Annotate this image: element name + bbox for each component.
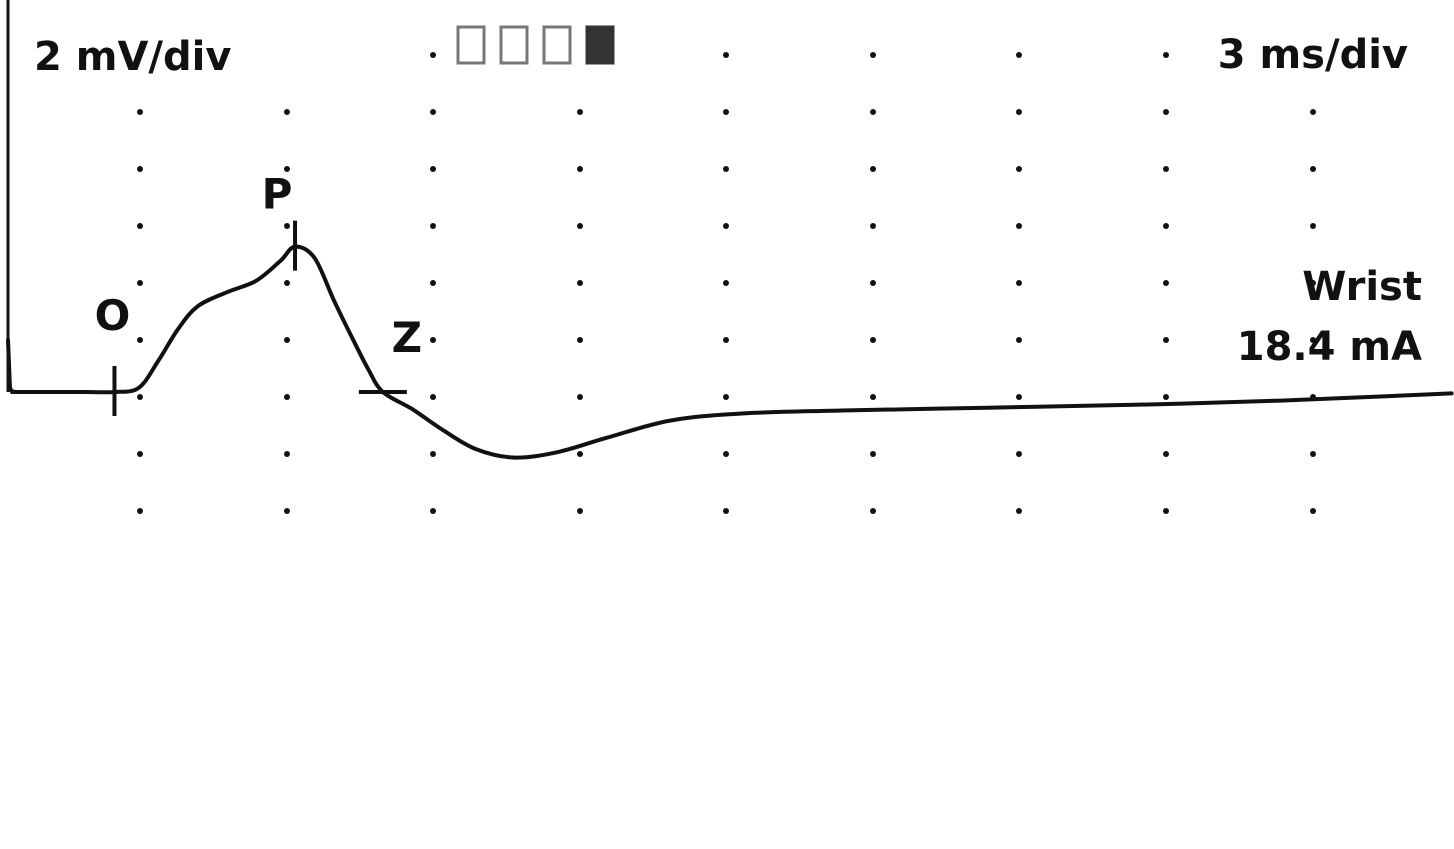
tab-box bbox=[544, 27, 570, 63]
grid-dot bbox=[137, 337, 143, 343]
marker-o-label: O bbox=[95, 291, 131, 340]
grid-dot bbox=[1016, 394, 1022, 400]
grid-dot bbox=[137, 166, 143, 172]
grid-dot bbox=[1016, 52, 1022, 58]
grid-dot bbox=[577, 109, 583, 115]
grid-dot bbox=[723, 166, 729, 172]
grid-dot bbox=[870, 52, 876, 58]
marker-z-label: Z bbox=[392, 313, 422, 362]
tab-box bbox=[458, 27, 484, 63]
grid-dot bbox=[430, 280, 436, 286]
waveform-trace bbox=[8, 247, 1452, 458]
sweep-label: 3 ms/div bbox=[1218, 32, 1408, 78]
grid-dot bbox=[1163, 280, 1169, 286]
grid-dot bbox=[430, 451, 436, 457]
grid-dot bbox=[284, 394, 290, 400]
grid-dot bbox=[430, 223, 436, 229]
grid-dot bbox=[870, 166, 876, 172]
grid-dot bbox=[1163, 451, 1169, 457]
grid-dots bbox=[137, 52, 1316, 514]
grid-dot bbox=[577, 166, 583, 172]
grid-dot bbox=[137, 394, 143, 400]
grid-dot bbox=[723, 451, 729, 457]
grid-dot bbox=[870, 394, 876, 400]
grid-dot bbox=[137, 280, 143, 286]
grid-dot bbox=[870, 223, 876, 229]
grid-dot bbox=[284, 109, 290, 115]
grid-dot bbox=[577, 394, 583, 400]
grid-dot bbox=[137, 223, 143, 229]
marker-p-label: P bbox=[262, 170, 293, 219]
grid-dot bbox=[137, 109, 143, 115]
grid-dot bbox=[870, 280, 876, 286]
grid-dot bbox=[723, 394, 729, 400]
grid-dot bbox=[723, 508, 729, 514]
grid-dot bbox=[870, 337, 876, 343]
grid-dot bbox=[284, 280, 290, 286]
grid-dot bbox=[577, 223, 583, 229]
grid-dot bbox=[430, 337, 436, 343]
grid-dot bbox=[1163, 52, 1169, 58]
grid-dot bbox=[577, 337, 583, 343]
grid-dot bbox=[430, 508, 436, 514]
grid-dot bbox=[430, 166, 436, 172]
grid-dot bbox=[1163, 166, 1169, 172]
sensitivity-label: 2 mV/div bbox=[34, 34, 231, 80]
grid-dot bbox=[1163, 223, 1169, 229]
grid-dot bbox=[1016, 451, 1022, 457]
grid-dot bbox=[1163, 508, 1169, 514]
grid-dot bbox=[1310, 508, 1316, 514]
grid-dot bbox=[870, 451, 876, 457]
tab-box bbox=[501, 27, 527, 63]
grid-dot bbox=[430, 394, 436, 400]
tab-indicator bbox=[458, 27, 613, 63]
grid-dot bbox=[723, 223, 729, 229]
grid-dot bbox=[870, 508, 876, 514]
grid-dot bbox=[284, 508, 290, 514]
grid-dot bbox=[1016, 166, 1022, 172]
grid-dot bbox=[1310, 166, 1316, 172]
grid-dot bbox=[1310, 109, 1316, 115]
grid-dot bbox=[137, 451, 143, 457]
grid-dot bbox=[577, 280, 583, 286]
grid-dot bbox=[284, 337, 290, 343]
grid-dot bbox=[430, 109, 436, 115]
grid-dot bbox=[870, 109, 876, 115]
grid-dot bbox=[1016, 508, 1022, 514]
grid-dot bbox=[723, 337, 729, 343]
grid-dot bbox=[1163, 337, 1169, 343]
grid-dot bbox=[284, 451, 290, 457]
grid-dot bbox=[723, 280, 729, 286]
site-label: Wrist bbox=[1302, 264, 1422, 310]
grid-dot bbox=[1016, 280, 1022, 286]
grid-dot bbox=[1016, 337, 1022, 343]
grid-dot bbox=[723, 109, 729, 115]
grid-dot bbox=[1310, 451, 1316, 457]
grid-dot bbox=[723, 52, 729, 58]
grid-dot bbox=[1310, 223, 1316, 229]
grid-dot bbox=[577, 508, 583, 514]
grid-dot bbox=[137, 508, 143, 514]
grid-dot bbox=[1016, 109, 1022, 115]
grid-dot bbox=[430, 52, 436, 58]
grid-dot bbox=[1016, 223, 1022, 229]
stimulus-label: 18.4 mA bbox=[1237, 324, 1422, 370]
grid-dot bbox=[577, 451, 583, 457]
grid-dot bbox=[284, 223, 290, 229]
tab-box bbox=[587, 27, 613, 63]
grid-dot bbox=[1163, 109, 1169, 115]
grid-dot bbox=[1163, 394, 1169, 400]
